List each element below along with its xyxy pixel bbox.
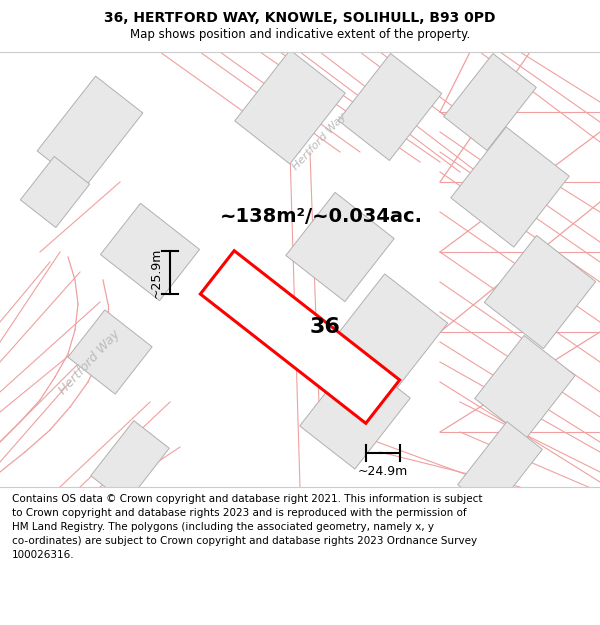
Polygon shape [100, 203, 200, 301]
Polygon shape [338, 54, 442, 161]
Polygon shape [200, 251, 400, 423]
Text: ~24.9m: ~24.9m [358, 465, 408, 478]
Polygon shape [451, 127, 569, 247]
Polygon shape [91, 421, 169, 503]
Polygon shape [458, 422, 542, 512]
Text: Map shows position and indicative extent of the property.: Map shows position and indicative extent… [130, 28, 470, 41]
Text: 36, HERTFORD WAY, KNOWLE, SOLIHULL, B93 0PD: 36, HERTFORD WAY, KNOWLE, SOLIHULL, B93 … [104, 11, 496, 26]
Polygon shape [332, 274, 448, 390]
Text: Contains OS data © Crown copyright and database right 2021. This information is : Contains OS data © Crown copyright and d… [12, 494, 482, 560]
Polygon shape [444, 54, 536, 151]
Polygon shape [286, 192, 394, 302]
Polygon shape [235, 50, 345, 164]
Polygon shape [300, 355, 410, 469]
Text: ~138m²/~0.034ac.: ~138m²/~0.034ac. [220, 208, 423, 226]
Text: ~25.9m: ~25.9m [150, 247, 163, 298]
Text: Hertford Way: Hertford Way [291, 111, 349, 173]
Polygon shape [484, 236, 596, 349]
Text: Hertford Way: Hertford Way [57, 328, 123, 397]
Polygon shape [68, 310, 152, 394]
Polygon shape [475, 336, 575, 439]
Text: 36: 36 [310, 317, 340, 337]
Polygon shape [37, 76, 143, 188]
Polygon shape [20, 156, 89, 228]
